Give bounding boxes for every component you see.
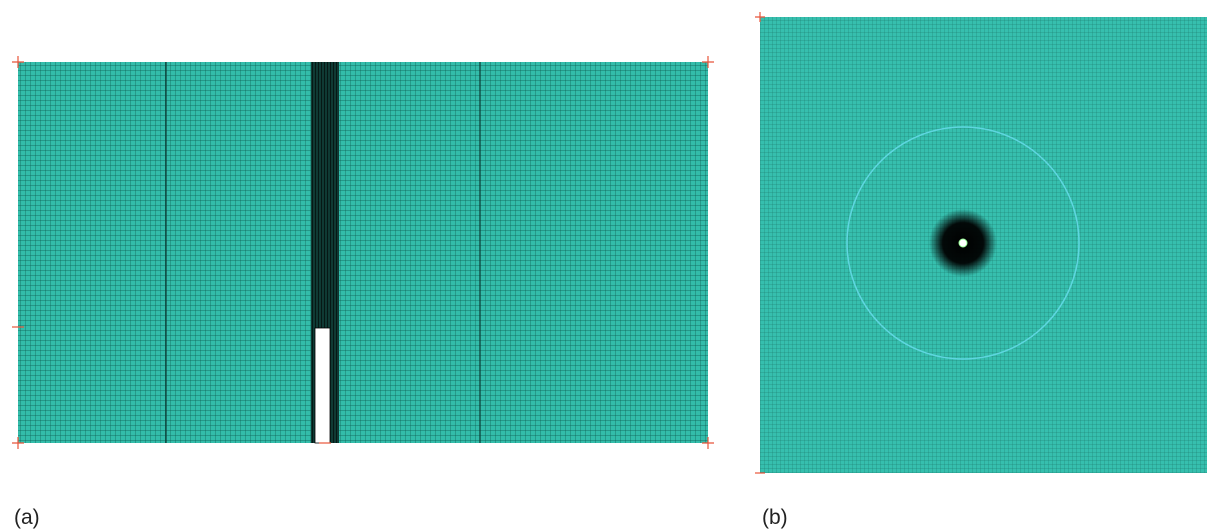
mesh-b (755, 12, 1207, 474)
mesh-a (12, 56, 714, 449)
panel-label: (b) (762, 506, 788, 529)
panel-label: (a) (14, 506, 40, 529)
